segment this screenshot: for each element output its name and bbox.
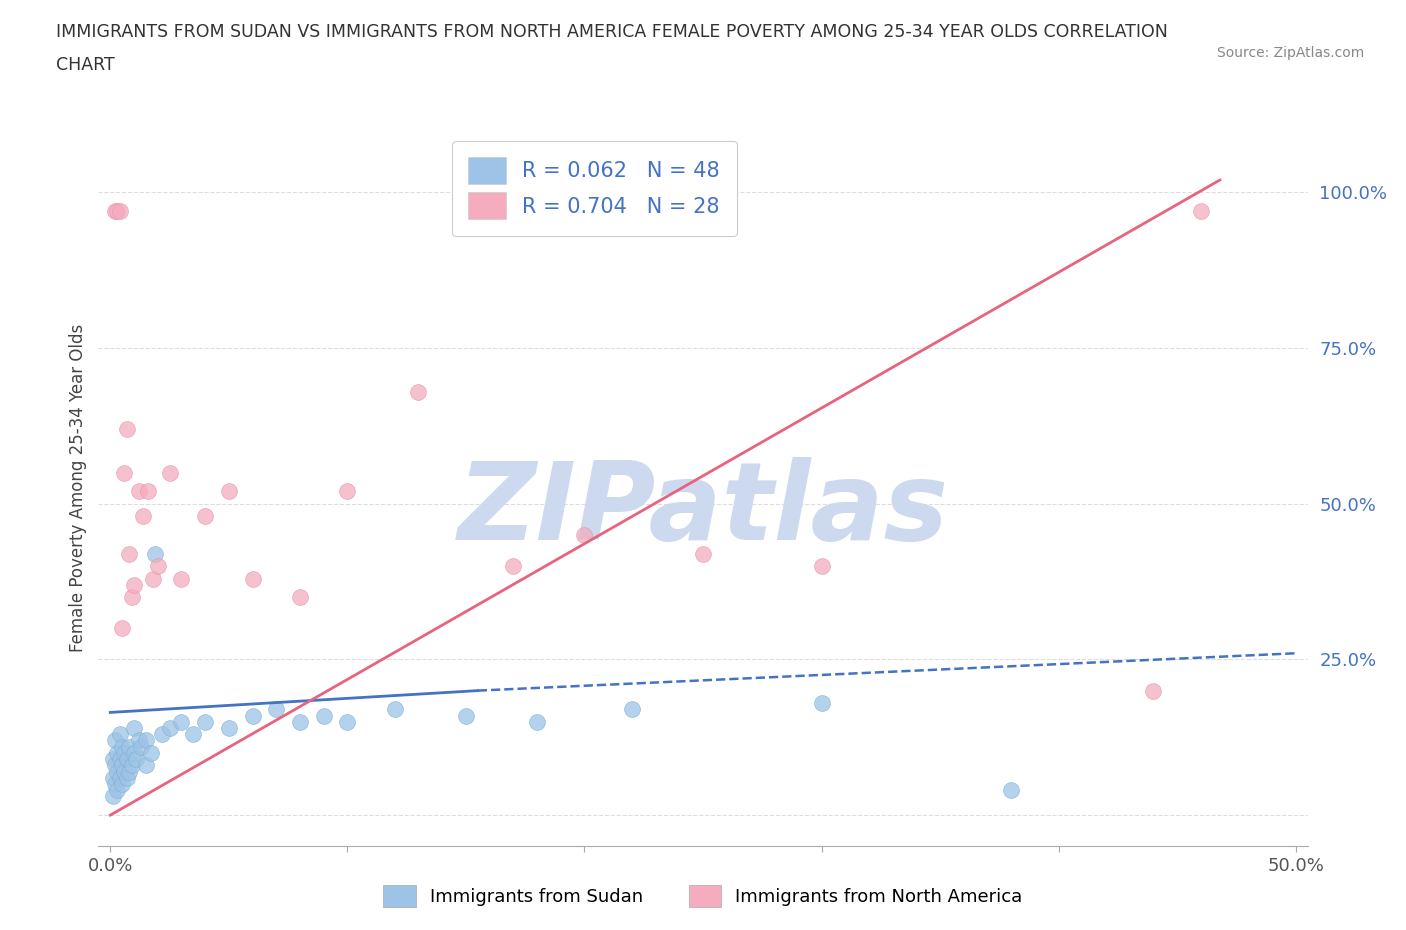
Point bbox=[312, 708, 335, 723]
Legend: Immigrants from Sudan, Immigrants from North America: Immigrants from Sudan, Immigrants from N… bbox=[374, 876, 1032, 916]
Point bbox=[408, 384, 430, 399]
Point bbox=[135, 733, 157, 748]
Point bbox=[218, 721, 240, 736]
Point bbox=[114, 465, 136, 480]
Point bbox=[101, 770, 124, 785]
Point bbox=[121, 758, 143, 773]
Point bbox=[108, 204, 131, 219]
Point bbox=[122, 578, 145, 592]
Point bbox=[104, 777, 127, 791]
Point bbox=[146, 559, 169, 574]
Point bbox=[108, 770, 131, 785]
Point bbox=[170, 571, 193, 586]
Point bbox=[384, 702, 406, 717]
Point bbox=[1142, 684, 1164, 698]
Point bbox=[142, 571, 165, 586]
Legend: R = 0.062   N = 48, R = 0.704   N = 28: R = 0.062 N = 48, R = 0.704 N = 28 bbox=[451, 140, 737, 236]
Point bbox=[810, 696, 832, 711]
Point bbox=[692, 546, 714, 561]
Point bbox=[336, 484, 359, 498]
Text: IMMIGRANTS FROM SUDAN VS IMMIGRANTS FROM NORTH AMERICA FEMALE POVERTY AMONG 25-3: IMMIGRANTS FROM SUDAN VS IMMIGRANTS FROM… bbox=[56, 23, 1168, 41]
Point bbox=[111, 621, 134, 636]
Point bbox=[135, 758, 157, 773]
Point bbox=[108, 726, 131, 741]
Point bbox=[170, 714, 193, 729]
Point bbox=[1000, 783, 1022, 798]
Point bbox=[1189, 204, 1212, 219]
Point bbox=[288, 714, 311, 729]
Y-axis label: Female Poverty Among 25-34 Year Olds: Female Poverty Among 25-34 Year Olds bbox=[69, 325, 87, 652]
Point bbox=[143, 546, 166, 561]
Point bbox=[159, 721, 181, 736]
Point bbox=[121, 590, 143, 604]
Point bbox=[129, 739, 152, 754]
Point bbox=[105, 764, 128, 779]
Point bbox=[159, 465, 181, 480]
Point bbox=[122, 721, 145, 736]
Point bbox=[101, 789, 124, 804]
Point bbox=[115, 751, 138, 766]
Text: ZIPatlas: ZIPatlas bbox=[457, 457, 949, 563]
Point bbox=[114, 746, 136, 761]
Point bbox=[132, 509, 155, 524]
Point bbox=[104, 758, 127, 773]
Point bbox=[105, 783, 128, 798]
Point bbox=[111, 777, 134, 791]
Point bbox=[139, 746, 162, 761]
Point bbox=[115, 770, 138, 785]
Point bbox=[111, 739, 134, 754]
Point bbox=[288, 590, 311, 604]
Point bbox=[128, 484, 150, 498]
Point bbox=[454, 708, 477, 723]
Point bbox=[118, 739, 141, 754]
Point bbox=[118, 546, 141, 561]
Point bbox=[242, 571, 264, 586]
Point bbox=[194, 714, 217, 729]
Point bbox=[526, 714, 548, 729]
Point bbox=[125, 751, 148, 766]
Point bbox=[101, 751, 124, 766]
Point bbox=[242, 708, 264, 723]
Point bbox=[336, 714, 359, 729]
Point bbox=[111, 758, 134, 773]
Point bbox=[136, 484, 159, 498]
Point bbox=[152, 726, 174, 741]
Text: CHART: CHART bbox=[56, 56, 115, 73]
Point bbox=[115, 421, 138, 436]
Point bbox=[810, 559, 832, 574]
Point bbox=[264, 702, 287, 717]
Text: Source: ZipAtlas.com: Source: ZipAtlas.com bbox=[1216, 46, 1364, 60]
Point bbox=[114, 764, 136, 779]
Point bbox=[502, 559, 524, 574]
Point bbox=[104, 733, 127, 748]
Point bbox=[118, 764, 141, 779]
Point bbox=[181, 726, 204, 741]
Point bbox=[620, 702, 643, 717]
Point bbox=[108, 751, 131, 766]
Point bbox=[194, 509, 217, 524]
Point bbox=[122, 746, 145, 761]
Point bbox=[128, 733, 150, 748]
Point bbox=[218, 484, 240, 498]
Point bbox=[574, 527, 596, 542]
Point bbox=[104, 204, 127, 219]
Point bbox=[105, 204, 128, 219]
Point bbox=[105, 746, 128, 761]
